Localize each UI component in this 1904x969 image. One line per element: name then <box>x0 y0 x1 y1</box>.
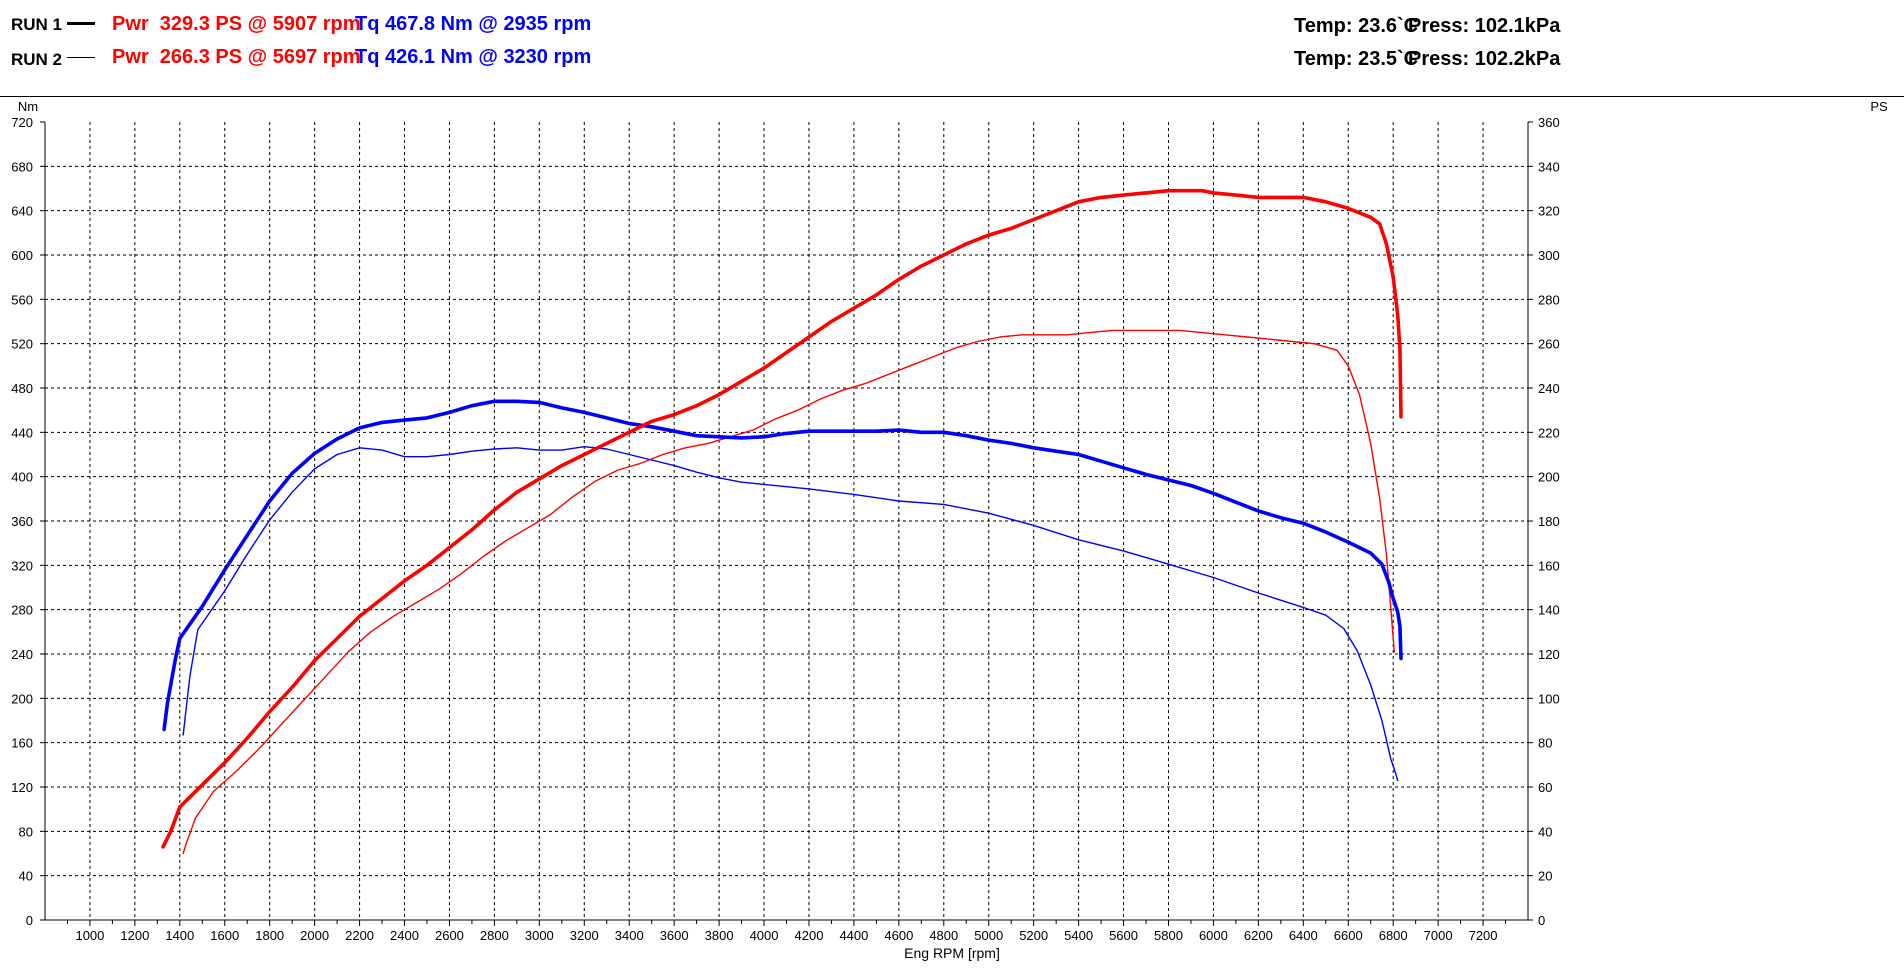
y-right-tick-label: 0 <box>1538 913 1545 928</box>
x-tick-label: 6400 <box>1289 928 1318 943</box>
x-tick-label: 5600 <box>1109 928 1138 943</box>
y-left-tick-label: 360 <box>11 514 33 529</box>
run2-power-curve <box>182 329 1395 855</box>
x-tick-label: 4400 <box>839 928 868 943</box>
chart-header: RUN 1 Pwr 329.3 PS @ 5907 rpm Tq 467.8 N… <box>0 0 1904 97</box>
x-tick-label: 3600 <box>660 928 689 943</box>
y-right-tick-label: 320 <box>1538 204 1560 219</box>
y-left-tick-label: 520 <box>11 337 33 352</box>
x-tick-label: 5800 <box>1154 928 1183 943</box>
y-right-tick-label: 360 <box>1538 115 1560 130</box>
x-tick-label: 2800 <box>480 928 509 943</box>
x-tick-label: 3000 <box>525 928 554 943</box>
y-right-tick-label: 200 <box>1538 470 1560 485</box>
x-tick-label: 1400 <box>165 928 194 943</box>
run2-line-swatch <box>67 57 95 58</box>
run1-torque-curve <box>162 399 1403 732</box>
x-tick-label: 6600 <box>1334 928 1363 943</box>
run2-power-peak: Pwr 266.3 PS @ 5697 rpm <box>112 46 361 68</box>
y-right-tick-label: 180 <box>1538 514 1560 529</box>
y-left-tick-label: 280 <box>11 603 33 618</box>
x-tick-label: 2600 <box>435 928 464 943</box>
run1-line-swatch <box>67 22 95 25</box>
x-tick-label: 6000 <box>1199 928 1228 943</box>
x-tick-label: 4600 <box>884 928 913 943</box>
y-left-tick-label: 40 <box>19 869 33 884</box>
x-tick-label: 5200 <box>1019 928 1048 943</box>
dyno-chart: 1000 1200 1400 1600 1800 2000 2200 2400 2600 2800… <box>11 99 1888 961</box>
x-axis-title: Eng RPM [rpm] <box>904 945 1000 961</box>
x-tick-label: 1800 <box>255 928 284 943</box>
x-tick-label: 1000 <box>75 928 104 943</box>
run1-power-peak: Pwr 329.3 PS @ 5907 rpm <box>112 13 361 35</box>
y-left-tick-label: 80 <box>19 824 33 839</box>
y-right-tick-label: 220 <box>1538 425 1560 440</box>
x-tick-label: 7200 <box>1469 928 1498 943</box>
x-tick-label: 7000 <box>1424 928 1453 943</box>
x-tick-label: 4000 <box>750 928 779 943</box>
run2-temperature: Temp: 23.5`C <box>1294 48 1419 70</box>
run2-torque-peak: Tq 426.1 Nm @ 3230 rpm <box>355 46 592 68</box>
y-left-tick-label: 120 <box>11 780 33 795</box>
run1-torque-peak: Tq 467.8 Nm @ 2935 rpm <box>355 13 592 35</box>
y-left-tick-label: 160 <box>11 736 33 751</box>
run1-label: RUN 1 <box>11 15 63 34</box>
x-tick-label: 6200 <box>1244 928 1273 943</box>
x-tick-label: 1600 <box>210 928 239 943</box>
y-right-tick-label: 240 <box>1538 381 1560 396</box>
y-right-tick-label: 140 <box>1538 603 1560 618</box>
y-left-tick-label: 400 <box>11 470 33 485</box>
x-tick-label: 2400 <box>390 928 419 943</box>
y-right-tick-label: 60 <box>1538 780 1552 795</box>
x-tick-label: 3400 <box>615 928 644 943</box>
y-left-tick-label: 240 <box>11 647 33 662</box>
y-left-tick-label: 560 <box>11 292 33 307</box>
run1-temperature: Temp: 23.6`C <box>1294 15 1419 37</box>
right-axis-unit: PS <box>1870 99 1888 114</box>
y-right-tick-label: 260 <box>1538 337 1560 352</box>
x-tick-label: 3200 <box>570 928 599 943</box>
run1-pressure: Press: 102.1kPa <box>1408 15 1561 37</box>
x-tick-label: 5000 <box>974 928 1003 943</box>
y-left-tick-label: 640 <box>11 204 33 219</box>
axis-ticks: 1000 1200 1400 1600 1800 2000 2200 2400 2600 2800… <box>11 115 1559 943</box>
y-left-tick-label: 320 <box>11 558 33 573</box>
y-left-tick-label: 440 <box>11 425 33 440</box>
y-right-tick-label: 120 <box>1538 647 1560 662</box>
x-tick-label: 5400 <box>1064 928 1093 943</box>
y-right-tick-label: 80 <box>1538 736 1552 751</box>
run2-label: RUN 2 <box>11 50 63 69</box>
y-right-tick-label: 20 <box>1538 869 1552 884</box>
left-axis-unit: Nm <box>18 99 38 114</box>
y-left-tick-label: 600 <box>11 248 33 263</box>
y-right-tick-label: 280 <box>1538 292 1560 307</box>
header-divider <box>0 96 1904 97</box>
run1-power-curve <box>161 188 1403 849</box>
run2-torque-curve <box>182 446 1399 782</box>
x-tick-label: 4800 <box>929 928 958 943</box>
curves <box>161 188 1403 855</box>
run2-pressure: Press: 102.2kPa <box>1408 48 1561 70</box>
x-tick-label: 4200 <box>795 928 824 943</box>
x-tick-label: 2000 <box>300 928 329 943</box>
y-left-tick-label: 680 <box>11 159 33 174</box>
y-left-tick-label: 720 <box>11 115 33 130</box>
y-right-tick-label: 40 <box>1538 824 1552 839</box>
y-right-tick-label: 300 <box>1538 248 1560 263</box>
y-right-tick-label: 160 <box>1538 558 1560 573</box>
x-tick-label: 6800 <box>1379 928 1408 943</box>
y-left-tick-label: 0 <box>26 913 33 928</box>
x-tick-label: 1200 <box>120 928 149 943</box>
y-right-tick-label: 100 <box>1538 691 1560 706</box>
x-tick-label: 3800 <box>705 928 734 943</box>
grid-lines <box>45 122 1528 920</box>
y-right-tick-label: 340 <box>1538 159 1560 174</box>
y-left-tick-label: 480 <box>11 381 33 396</box>
x-tick-label: 2200 <box>345 928 374 943</box>
y-left-tick-label: 200 <box>11 691 33 706</box>
